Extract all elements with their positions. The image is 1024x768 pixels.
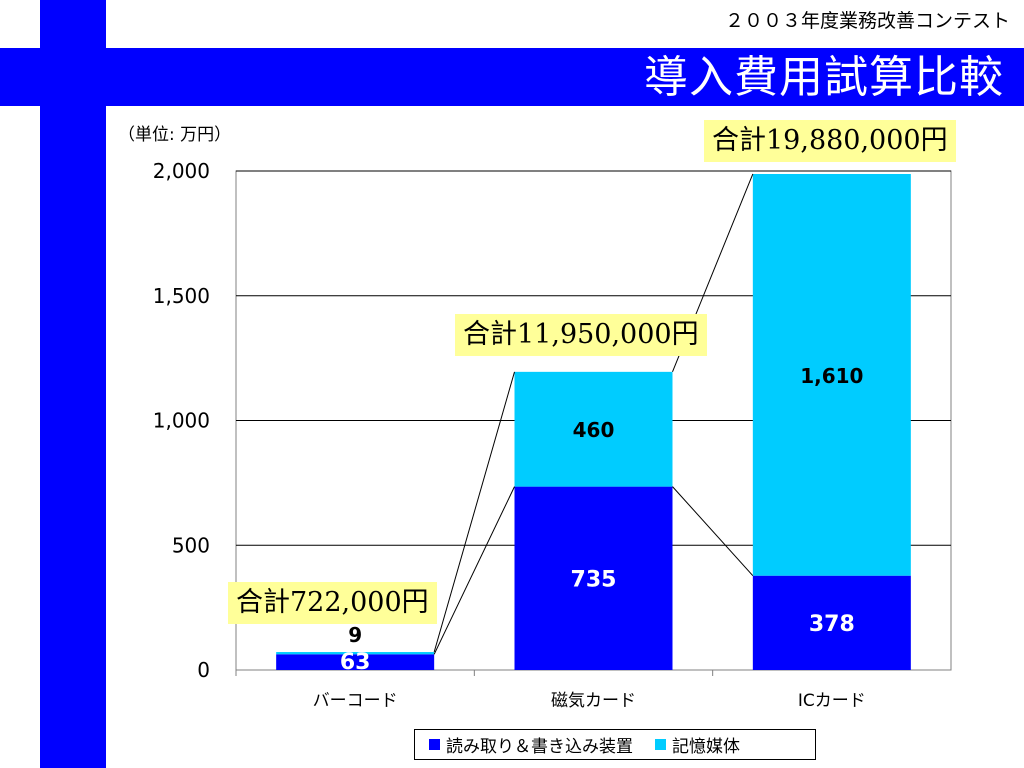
x-tick-label: 磁気カード <box>551 691 636 711</box>
series-connector <box>433 486 515 655</box>
brand-vertical-bar <box>40 0 106 768</box>
bar-media <box>514 371 673 487</box>
contest-label: ２００３年度業務改善コンテスト <box>724 10 1010 32</box>
total-ic: 合計19,880,000円 <box>704 120 956 162</box>
unit-label: （単位: 万円） <box>118 125 232 145</box>
bar-device <box>752 575 911 670</box>
legend-item-series1: 読み取り＆書き込み装置 <box>429 732 633 757</box>
bar-device <box>514 486 673 670</box>
title-banner <box>0 48 1024 106</box>
series-connector <box>433 371 515 653</box>
y-tick-label: 1,000 <box>153 409 210 433</box>
total-magnetic: 合計11,950,000円 <box>455 314 707 356</box>
data-label: 9 <box>348 623 362 647</box>
y-tick-label: 0 <box>197 658 210 682</box>
data-label: 1,610 <box>800 364 863 388</box>
data-label: 460 <box>573 418 615 442</box>
y-tick-label: 500 <box>172 533 210 557</box>
legend-swatch-series1 <box>429 739 440 750</box>
page-title: 導入費用試算比較 <box>644 52 1004 103</box>
x-tick-label: バーコード <box>313 691 398 711</box>
legend-label-series1: 読み取り＆書き込み装置 <box>446 737 633 757</box>
data-label: 378 <box>809 612 855 637</box>
total-barcode: 合計722,000円 <box>228 582 437 624</box>
legend-item-series2: 記憶媒体 <box>655 732 740 757</box>
legend-swatch-series2 <box>655 739 666 750</box>
x-tick-label: ICカード <box>798 691 866 711</box>
bar-media <box>276 652 435 655</box>
data-label: 735 <box>571 567 617 592</box>
bar-device <box>276 654 435 670</box>
chart-legend: 読み取り＆書き込み装置 記憶媒体 <box>414 729 816 760</box>
y-tick-label: 1,500 <box>153 284 210 308</box>
legend-label-series2: 記憶媒体 <box>672 737 740 757</box>
y-tick-label: 2,000 <box>153 159 210 183</box>
series-connector <box>672 486 754 577</box>
data-label: 63 <box>340 650 371 675</box>
bar-media <box>752 173 911 576</box>
